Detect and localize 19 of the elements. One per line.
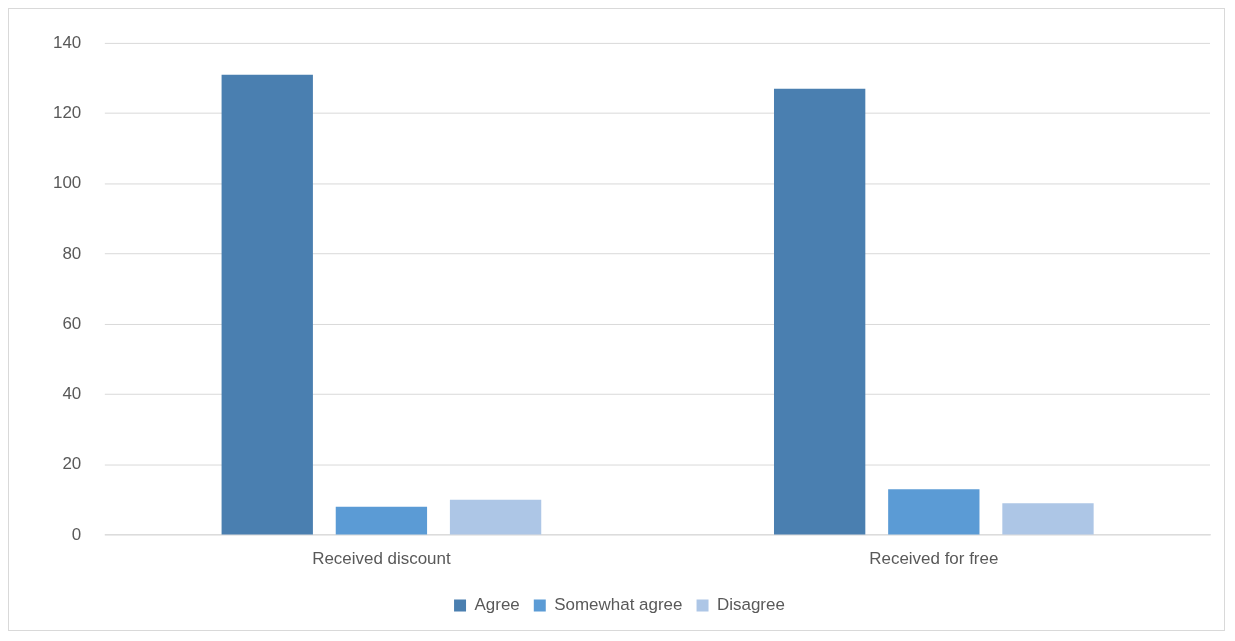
y-tick-label: 0 <box>71 524 82 544</box>
y-tick-label: 80 <box>62 243 82 263</box>
bar <box>335 506 428 535</box>
bar <box>221 74 313 535</box>
x-tick-label: Received discount <box>312 548 451 568</box>
y-tick-label: 120 <box>52 103 82 123</box>
y-tick-label: 60 <box>62 313 82 333</box>
legend-label: Somewhat agree <box>554 595 683 615</box>
legend-label: Disagree <box>717 595 785 615</box>
y-tick-label: 40 <box>62 384 82 404</box>
legend-label: Agree <box>474 595 520 615</box>
bar <box>1002 503 1094 535</box>
bar <box>449 499 542 535</box>
x-tick-label: Received for free <box>869 548 999 568</box>
y-tick-label: 20 <box>62 454 82 474</box>
bar <box>773 88 866 535</box>
y-tick-label: 100 <box>52 173 82 193</box>
bar <box>888 489 980 535</box>
y-tick-label: 140 <box>52 32 82 52</box>
